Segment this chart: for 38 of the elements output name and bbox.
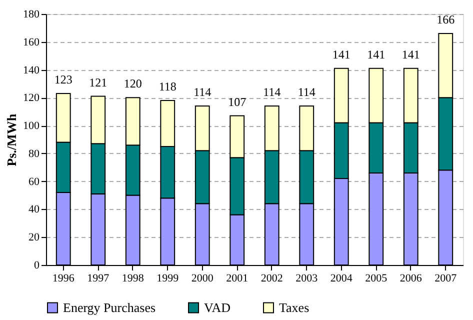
total-label: 141 bbox=[332, 47, 350, 62]
total-label: 141 bbox=[402, 47, 420, 62]
total-label: 121 bbox=[89, 75, 108, 90]
total-label: 141 bbox=[367, 47, 386, 62]
y-tick-label: 0 bbox=[34, 260, 40, 272]
x-tick-label: 2006 bbox=[400, 272, 422, 284]
y-tick-label: 80 bbox=[28, 148, 40, 160]
x-tick-label: 2005 bbox=[365, 272, 388, 284]
x-tick-label: 2003 bbox=[296, 272, 318, 284]
total-label: 114 bbox=[298, 85, 316, 100]
y-tick-label: 100 bbox=[23, 120, 40, 132]
legend-label: Taxes bbox=[279, 300, 310, 315]
total-label: 120 bbox=[124, 76, 142, 91]
x-tick-label: 1997 bbox=[87, 272, 110, 284]
x-tick-label: 2007 bbox=[434, 272, 458, 284]
x-tick-label: 2002 bbox=[260, 272, 283, 284]
x-tick-label: 1998 bbox=[122, 272, 144, 284]
total-label: 114 bbox=[194, 85, 212, 100]
total-label: 166 bbox=[436, 12, 455, 27]
x-tick-label: 2000 bbox=[191, 272, 214, 284]
y-tick-label: 120 bbox=[23, 92, 40, 104]
total-label: 123 bbox=[54, 72, 72, 86]
y-tick-label: 140 bbox=[23, 64, 40, 76]
total-label: 114 bbox=[263, 85, 281, 100]
y-tick-label: 160 bbox=[23, 36, 40, 48]
x-tick-label: 1996 bbox=[52, 272, 75, 284]
y-tick-label: 60 bbox=[28, 176, 40, 188]
total-label: 107 bbox=[228, 94, 246, 109]
y-tick-label: 20 bbox=[28, 232, 40, 244]
total-label: 118 bbox=[158, 79, 176, 94]
y-tick-label: 180 bbox=[23, 8, 40, 20]
legend-label: VAD bbox=[204, 300, 230, 315]
legend-label: Energy Purchases bbox=[63, 300, 156, 315]
x-tick-label: 2004 bbox=[330, 272, 353, 284]
x-tick-label: 2001 bbox=[226, 272, 248, 284]
y-axis-title: Ps./MWh bbox=[4, 113, 19, 166]
y-tick-label: 40 bbox=[28, 204, 40, 216]
x-tick-label: 1999 bbox=[156, 272, 180, 284]
